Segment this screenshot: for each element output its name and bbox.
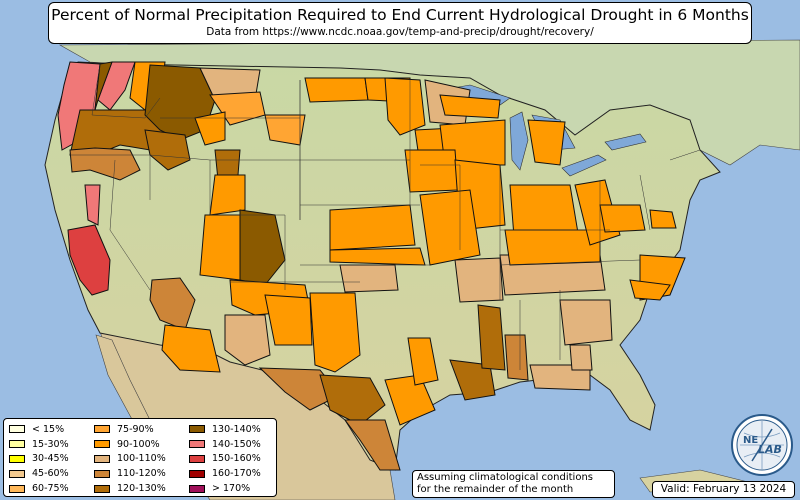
legend-item: 130-140%	[189, 422, 261, 437]
legend-column: 130-140% 140-150% 150-160% 160-170% > 170%	[189, 422, 261, 496]
legend-item: 60-75%	[9, 481, 69, 496]
region-md	[649, 209, 677, 229]
legend-swatch	[94, 484, 110, 493]
legend-swatch	[94, 440, 110, 449]
region-ar	[454, 257, 504, 303]
legend-swatch	[9, 454, 25, 463]
region-wy	[194, 111, 226, 146]
region-mi-lower	[527, 119, 566, 166]
legend-item: 15-30%	[9, 437, 69, 452]
map-title: Percent of Normal Precipitation Required…	[51, 6, 749, 24]
region-oregon-central	[69, 147, 141, 181]
region-ks	[329, 247, 426, 266]
assumption-note: Assuming climatological conditions for t…	[412, 470, 615, 498]
region-tx-west	[258, 367, 341, 411]
region-wa-central	[94, 61, 113, 111]
legend: < 15% 15-30% 30-45% 45-60% 60-75% 75-90% 90-1…	[3, 418, 277, 497]
region-va-coast	[599, 204, 646, 233]
region-sc	[629, 279, 671, 301]
region-ky	[504, 229, 601, 266]
region-ga	[559, 299, 613, 346]
legend-swatch	[189, 454, 205, 463]
state-borders	[70, 63, 701, 370]
legend-label: 90-100%	[117, 438, 160, 450]
region-ca-central	[67, 224, 111, 296]
legend-label: 160-170%	[212, 468, 261, 480]
legend-item: 160-170%	[189, 466, 261, 481]
region-ms	[477, 304, 506, 371]
region-az-north	[199, 214, 241, 281]
region-tx-south	[344, 419, 401, 471]
region-mi-upper	[439, 94, 501, 119]
region-nv-red	[84, 184, 101, 226]
legend-swatch	[9, 425, 25, 434]
legend-label: < 15%	[32, 423, 65, 435]
legend-label: 60-75%	[32, 483, 69, 495]
region-mn-north	[384, 77, 426, 136]
legend-swatch	[9, 440, 25, 449]
legend-label: 75-90%	[117, 423, 154, 435]
legend-item: < 15%	[9, 422, 69, 437]
region-ne	[329, 204, 416, 251]
region-nm-central	[224, 314, 271, 366]
legend-item: 120-130%	[94, 481, 166, 496]
legend-item: 100-110%	[94, 452, 166, 467]
legend-item: 110-120%	[94, 466, 166, 481]
legend-label: 120-130%	[117, 483, 166, 495]
legend-label: 15-30%	[32, 438, 69, 450]
logo-text-ne: NE	[743, 435, 758, 446]
region-fl-panhandle	[569, 344, 593, 371]
legend-item: > 170%	[189, 481, 261, 496]
legend-swatch	[189, 425, 205, 434]
note-line-1: Assuming climatological conditions	[417, 472, 593, 483]
legend-swatch	[94, 425, 110, 434]
legend-item: 150-160%	[189, 452, 261, 467]
legend-swatch	[189, 440, 205, 449]
legend-column: < 15% 15-30% 30-45% 45-60% 60-75%	[9, 422, 69, 496]
legend-swatch	[189, 469, 205, 478]
region-mt-se	[264, 114, 306, 146]
legend-label: 100-110%	[117, 453, 166, 465]
legend-label: 140-150%	[212, 438, 261, 450]
region-nm-east	[264, 294, 313, 346]
legend-swatch	[94, 454, 110, 463]
title-box: Percent of Normal Precipitation Required…	[48, 2, 752, 44]
legend-item: 30-45%	[9, 452, 69, 467]
logo-text-lab: LAB	[758, 443, 782, 456]
legend-label: 150-160%	[212, 453, 261, 465]
region-az-central	[161, 324, 221, 373]
legend-column: 75-90% 90-100% 100-110% 110-120% 120-130%	[94, 422, 166, 496]
region-tx-east2	[407, 337, 439, 386]
region-ia	[404, 149, 459, 193]
legend-label: > 170%	[212, 483, 251, 495]
legend-item: 75-90%	[94, 422, 166, 437]
legend-label: 110-120%	[117, 468, 166, 480]
legend-label: 30-45%	[32, 453, 69, 465]
legend-label: 45-60%	[32, 468, 69, 480]
region-mo	[419, 189, 481, 266]
legend-item: 45-60%	[9, 466, 69, 481]
valid-date: Valid: February 13 2024	[652, 481, 795, 498]
nelab-logo: NE LAB	[731, 414, 793, 476]
note-line-2: for the remainder of the month	[417, 484, 574, 495]
region-tx-central	[319, 374, 386, 426]
region-al	[504, 334, 529, 381]
region-gulf-coast	[529, 364, 591, 391]
region-ut-west	[209, 174, 246, 216]
legend-swatch	[9, 484, 25, 493]
region-tx-east	[384, 374, 436, 426]
legend-item: 140-150%	[189, 437, 261, 452]
region-id-south	[144, 129, 191, 171]
region-la	[449, 359, 496, 401]
legend-item: 90-100%	[94, 437, 166, 452]
map-subtitle: Data from https://www.ncdc.noaa.gov/temp…	[206, 26, 594, 38]
region-nm-se	[309, 292, 361, 373]
region-ok-west	[339, 264, 399, 293]
legend-swatch	[189, 484, 205, 493]
legend-label: 130-140%	[212, 423, 261, 435]
region-nd	[304, 77, 369, 103]
legend-swatch	[9, 469, 25, 478]
legend-swatch	[94, 469, 110, 478]
